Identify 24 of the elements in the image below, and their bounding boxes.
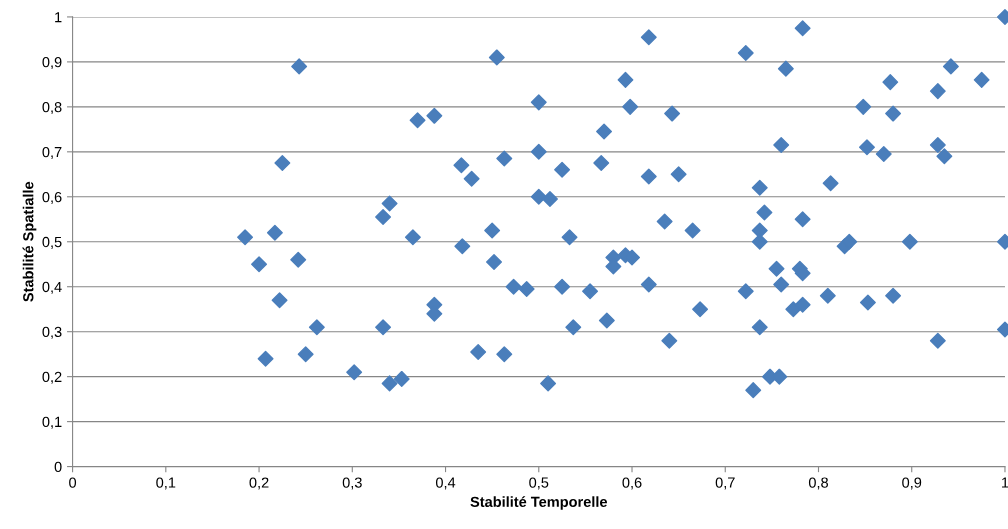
- x-tick-label: 0,3: [342, 477, 362, 490]
- y-tick-label: 0,8: [42, 101, 62, 115]
- y-tick-label: 0,9: [42, 56, 62, 70]
- y-tick-label: 0,3: [42, 326, 62, 339]
- y-tick-label: 0,1: [42, 416, 62, 429]
- y-tick-label: 0,2: [42, 371, 62, 384]
- x-tick-label: 0,7: [715, 477, 735, 490]
- y-tick-label: 0,6: [42, 191, 62, 204]
- y-tick-label: 0,7: [42, 146, 62, 159]
- x-tick-label: 1: [1002, 477, 1008, 488]
- x-tick-label: 0,5: [529, 477, 549, 490]
- y-tick-label: 0,5: [42, 236, 62, 249]
- x-tick-label: 0,6: [622, 477, 642, 490]
- x-axis-title: Stabilité Temporelle: [470, 496, 608, 510]
- x-tick-label: 0,4: [435, 477, 456, 490]
- x-tick-label: 0,1: [156, 477, 176, 490]
- y-tick-label: 1: [55, 12, 62, 23]
- x-tick-label: 0,9: [902, 477, 922, 490]
- x-tick-label: 0,2: [249, 477, 269, 490]
- y-axis-title: Stabilité Spatialle: [22, 181, 37, 302]
- x-tick-label: 0,8: [808, 477, 828, 490]
- x-tick-label: 0: [69, 477, 77, 488]
- y-tick-label: 0,4: [42, 281, 62, 294]
- y-tick-label: 0: [54, 461, 62, 473]
